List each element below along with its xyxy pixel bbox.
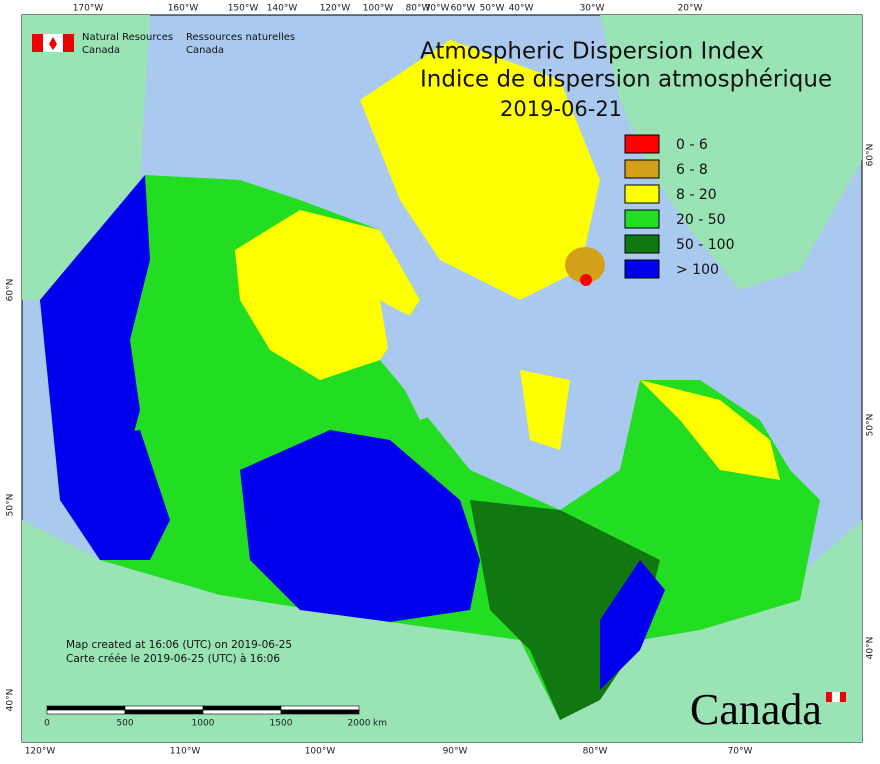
agency-en: Natural Resources xyxy=(82,32,173,43)
map-note: Carte créée le 2019-06-25 (UTC) à 16:06 xyxy=(66,653,280,665)
region-gt100-bc xyxy=(70,430,170,560)
title-en: Atmospheric Dispersion Index xyxy=(420,39,764,65)
lon-label-top: 120°W xyxy=(320,4,351,14)
lon-label-top: 80°W xyxy=(406,4,431,14)
scale-segment-bottom xyxy=(46,709,126,715)
agency-fr: Ressources naturelles xyxy=(186,32,295,43)
lon-label-top: 170°W xyxy=(73,4,104,14)
region-8-20-quebec xyxy=(520,370,570,450)
lon-label-top: 140°W xyxy=(267,4,298,14)
agency-en: Canada xyxy=(82,45,120,56)
lon-label-bottom: 80°W xyxy=(583,747,608,757)
flag-center xyxy=(831,691,841,703)
scale-label: 1000 xyxy=(192,719,215,729)
lon-label-bottom: 110°W xyxy=(170,747,201,757)
wordmark: Canada xyxy=(690,685,822,734)
canada-index xyxy=(40,40,820,720)
legend-swatch xyxy=(624,159,660,179)
wordmark-flag xyxy=(826,691,846,703)
lat-label-right: 50°N xyxy=(866,414,876,437)
region-0-6 xyxy=(580,274,592,286)
greenland xyxy=(600,15,862,290)
scale-segment-top xyxy=(124,705,204,711)
region-gt100-prairies xyxy=(240,430,480,622)
lon-label-top: 50°W xyxy=(480,4,505,14)
legend-label: > 100 xyxy=(676,262,719,278)
scale-segment-top xyxy=(280,705,360,711)
scale-label: 500 xyxy=(116,719,133,729)
agency-fr: Canada xyxy=(186,45,224,56)
scale-unit: km xyxy=(373,719,387,729)
flag-bar xyxy=(63,34,74,52)
legend-swatch xyxy=(624,209,660,229)
legend-swatch xyxy=(624,184,660,204)
region-8-20-north xyxy=(235,210,420,380)
title-fr: Indice de dispersion atmosphérique xyxy=(420,67,832,93)
flag-leaf xyxy=(49,37,57,50)
lat-label-left: 50°N xyxy=(6,494,16,517)
lon-label-top: 40°W xyxy=(509,4,534,14)
lat-label-right: 60°N xyxy=(866,144,876,167)
scale-label: 0 xyxy=(44,719,50,729)
legend-label: 20 - 50 xyxy=(676,212,726,228)
lon-label-top: 60°W xyxy=(451,4,476,14)
lon-label-top: 160°W xyxy=(168,4,199,14)
legend-swatch xyxy=(624,134,660,154)
flag-bar xyxy=(840,692,846,702)
lat-label-left: 60°N xyxy=(6,279,16,302)
lon-label-top: 20°W xyxy=(678,4,703,14)
legend-swatch xyxy=(624,259,660,279)
lat-label-left: 40°N xyxy=(6,689,16,712)
region-gt100-east xyxy=(600,560,665,690)
flag-bar xyxy=(32,34,43,52)
scale-segment-bottom xyxy=(202,709,282,715)
lat-label-right: 40°N xyxy=(866,637,876,660)
lon-label-bottom: 100°W xyxy=(305,747,336,757)
lon-label-bottom: 70°W xyxy=(728,747,753,757)
scale-label: 1500 xyxy=(270,719,293,729)
lon-label-bottom: 90°W xyxy=(443,747,468,757)
lon-label-top: 150°W xyxy=(228,4,259,14)
region-8-20-arctic xyxy=(360,40,600,300)
legend-label: 8 - 20 xyxy=(676,187,717,203)
alaska xyxy=(22,15,150,300)
scale-segment-top xyxy=(46,705,126,711)
title-date: 2019-06-21 xyxy=(500,97,622,121)
hudson-bay xyxy=(380,300,480,420)
map-note: Map created at 16:06 (UTC) on 2019-06-25 xyxy=(66,639,292,651)
logo-flag xyxy=(32,34,74,52)
region-8-20-labrador xyxy=(640,380,780,480)
region-6-8 xyxy=(565,247,605,283)
flag-bar xyxy=(826,692,832,702)
usa xyxy=(22,520,862,742)
legend-label: 50 - 100 xyxy=(676,237,735,253)
lon-label-top: 100°W xyxy=(363,4,394,14)
scale-label: 2000 xyxy=(348,719,371,729)
legend-label: 0 - 6 xyxy=(676,137,708,153)
land-background xyxy=(22,15,862,742)
legend-swatch xyxy=(624,234,660,254)
scale-segment-top xyxy=(202,705,282,711)
lon-label-top: 30°W xyxy=(580,4,605,14)
lon-label-bottom: 120°W xyxy=(25,747,56,757)
legend-label: 6 - 8 xyxy=(676,162,708,178)
scale-segment-bottom xyxy=(124,709,204,715)
scale-segment-bottom xyxy=(280,709,360,715)
lon-label-top: 70°W xyxy=(425,4,450,14)
